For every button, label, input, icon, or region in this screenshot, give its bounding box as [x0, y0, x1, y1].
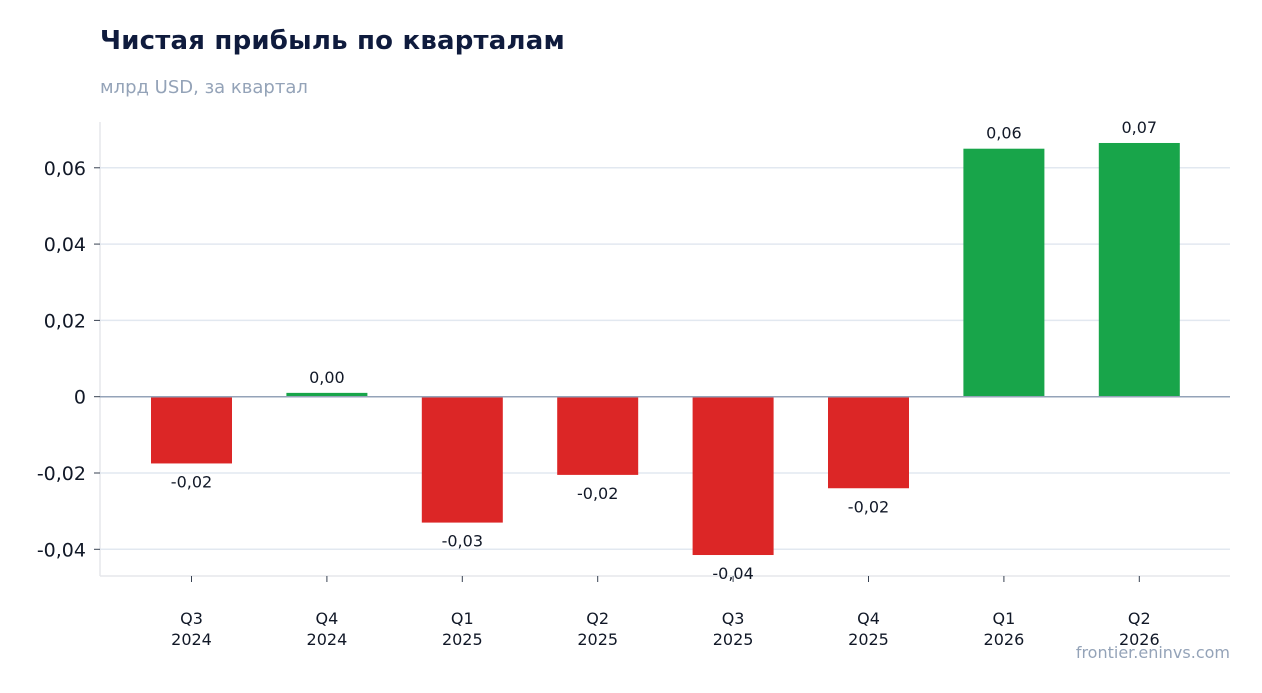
data-label: 0,00 — [309, 368, 345, 387]
bar — [286, 392, 368, 397]
bar — [1098, 142, 1180, 397]
x-tick-label-quarter: Q3 — [180, 609, 203, 628]
data-label: -0,02 — [171, 472, 212, 491]
x-tick-label-year: 2024 — [307, 630, 348, 649]
x-tick-label-year: 2024 — [171, 630, 212, 649]
y-tick-label: -0,02 — [37, 463, 86, 485]
x-tick-label-year: 2025 — [442, 630, 483, 649]
x-tick-label-quarter: Q2 — [586, 609, 609, 628]
y-tick-label: 0 — [74, 387, 86, 409]
x-tick-label-year: 2025 — [713, 630, 754, 649]
bar — [557, 396, 639, 475]
data-label: -0,03 — [442, 532, 483, 551]
x-tick-label-year: 2025 — [848, 630, 889, 649]
data-label: 0,07 — [1121, 118, 1157, 137]
chart-subtitle: млрд USD, за квартал — [100, 77, 308, 98]
y-tick-label: -0,04 — [37, 539, 86, 561]
x-tick-label-year: 2025 — [577, 630, 618, 649]
y-tick-label: 0,02 — [44, 310, 86, 332]
data-label: -0,02 — [577, 484, 618, 503]
x-tick-label-quarter: Q1 — [993, 609, 1016, 628]
bar — [421, 396, 503, 523]
x-tick-label-quarter: Q2 — [1128, 609, 1151, 628]
chart-title: Чистая прибыль по кварталам — [100, 26, 565, 56]
bar — [828, 396, 909, 489]
x-tick-label-quarter: Q4 — [316, 609, 339, 628]
data-label: 0,06 — [986, 124, 1022, 143]
y-tick-label: 0,06 — [44, 158, 86, 180]
bar — [151, 396, 232, 464]
data-label: -0,02 — [848, 497, 889, 516]
x-tick-label-quarter: Q3 — [722, 609, 745, 628]
x-tick-label-year: 2026 — [1119, 630, 1160, 649]
x-tick-label-quarter: Q1 — [451, 609, 474, 628]
source-watermark: frontier.eninvs.com — [1075, 643, 1230, 662]
x-tick-label-year: 2026 — [984, 630, 1025, 649]
bar — [963, 148, 1045, 397]
x-tick-label-quarter: Q4 — [857, 609, 880, 628]
data-label: -0,04 — [712, 564, 753, 583]
bar — [692, 396, 774, 556]
y-tick-label: 0,04 — [44, 234, 86, 256]
